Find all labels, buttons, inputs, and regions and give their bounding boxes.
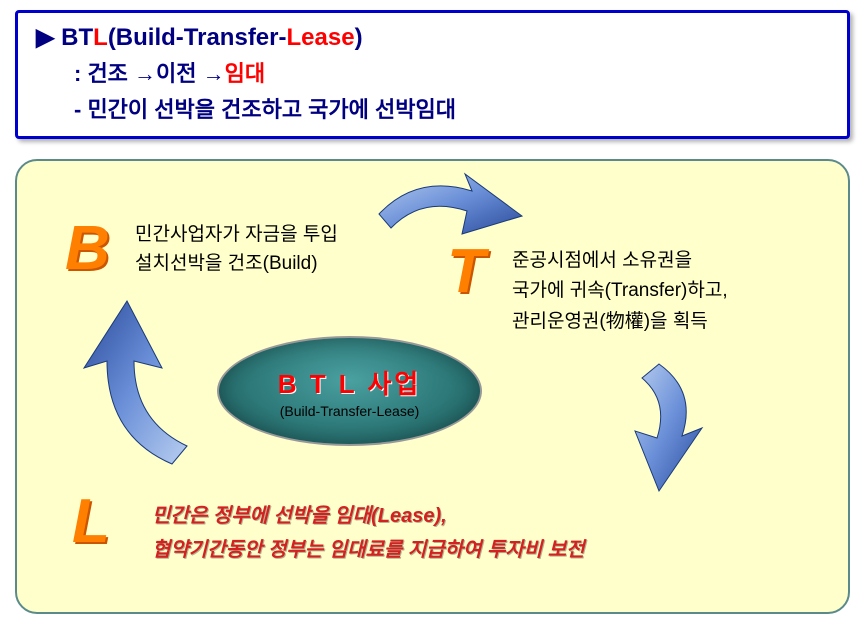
title-lease: Lease <box>287 24 355 51</box>
text-l: 민간은 정부에 선박을 임대(Lease), 협약기간동안 정부는 임대료를 지… <box>152 499 585 567</box>
title-bt: BT <box>61 24 93 51</box>
line2-a: : 건조 →이전 → <box>74 61 225 86</box>
text-b-line2: 설치선박을 건조(Build) <box>135 250 338 279</box>
bullet-icon: ▶ <box>36 23 54 52</box>
text-t: 준공시점에서 소유권을 국가에 귀속(Transfer)하고, 관리운영권(物權… <box>512 246 728 337</box>
text-b: 민간사업자가 자금을 투입 설치선박을 건조(Build) <box>135 221 338 278</box>
text-t-line2: 국가에 귀속(Transfer)하고, <box>512 276 728 306</box>
text-b-line1: 민간사업자가 자금을 투입 <box>135 221 338 250</box>
text-l-line2: 협약기간동안 정부는 임대료를 지급하여 투자비 보전 <box>152 533 585 567</box>
header-line3: - 민간이 선박을 건조하고 국가에 선박임대 <box>74 92 829 124</box>
title-paren-open: (Build-Transfer- <box>108 24 287 51</box>
letter-b: B <box>65 213 110 284</box>
line2-b: 임대 <box>225 61 265 86</box>
diagram-box: B 민간사업자가 자금을 투입 설치선박을 건조(Build) T 준공시점에서… <box>15 159 850 614</box>
header-box: ▶ BTL(Build-Transfer-Lease) : 건조 →이전 →임대… <box>15 10 850 139</box>
center-title: B T L 사업 <box>278 364 422 401</box>
header-line2: : 건조 →이전 →임대 <box>74 56 829 88</box>
letter-l: L <box>72 486 110 557</box>
text-l-line1: 민간은 정부에 선박을 임대(Lease), <box>152 499 585 533</box>
center-ellipse: B T L 사업 (Build-Transfer-Lease) <box>217 336 482 446</box>
text-t-line3: 관리운영권(物權)을 획득 <box>512 307 728 337</box>
arrow-t-to-l-icon <box>587 356 717 496</box>
arrow-b-to-t-icon <box>367 166 527 256</box>
title-l: L <box>93 24 108 51</box>
center-subtitle: (Build-Transfer-Lease) <box>280 403 420 419</box>
text-t-line1: 준공시점에서 소유권을 <box>512 246 728 276</box>
arrow-l-to-b-icon <box>72 296 202 471</box>
header-title-line: ▶ BTL(Build-Transfer-Lease) <box>36 23 829 52</box>
title-paren-close: ) <box>355 24 363 51</box>
